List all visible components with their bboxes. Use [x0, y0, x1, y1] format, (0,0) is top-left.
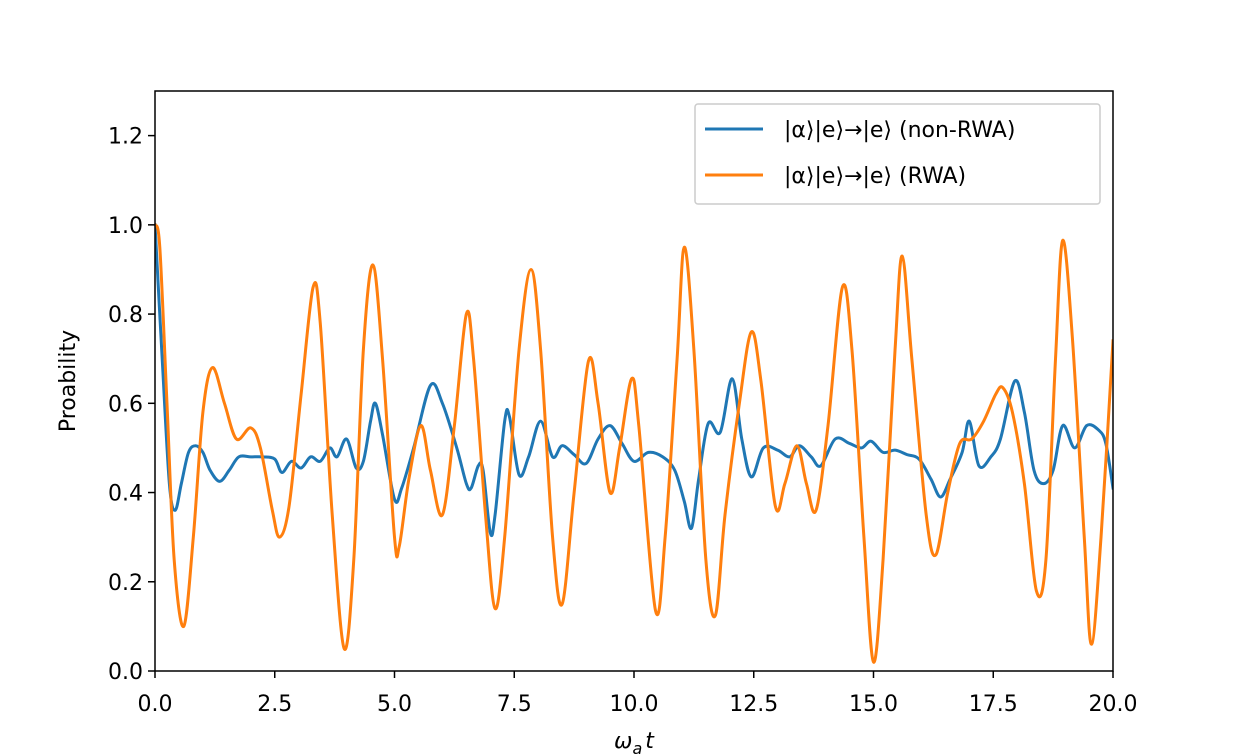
- x-tick-label: 17.5: [969, 692, 1018, 717]
- series-layer: [155, 223, 1113, 664]
- legend-box: [694, 103, 1101, 205]
- x-axis-label-sub: a: [632, 739, 642, 754]
- x-axis-label: ωa t: [614, 729, 655, 754]
- x-tick-label: 7.5: [497, 692, 532, 717]
- y-tick-label: 0.4: [108, 482, 143, 507]
- legend-label-rwa: |α⟩|e⟩→|e⟩ (RWA): [784, 164, 966, 189]
- x-tick-label: 12.5: [729, 692, 778, 717]
- y-tick-label: 0.6: [108, 392, 143, 417]
- legend: |α⟩|e⟩→|e⟩ (non-RWA) |α⟩|e⟩→|e⟩ (RWA): [694, 103, 1101, 205]
- x-tick-label: 0.0: [138, 692, 173, 717]
- x-tick-label: 5.0: [377, 692, 412, 717]
- y-axis: 0.0 0.2 0.4 0.6 0.8 1.0 1.2: [108, 125, 155, 685]
- x-tick-label: 15.0: [849, 692, 898, 717]
- x-tick-label: 20.0: [1089, 692, 1138, 717]
- y-tick-label: 1.2: [108, 125, 143, 150]
- legend-label-non-rwa: |α⟩|e⟩→|e⟩ (non-RWA): [784, 118, 1015, 143]
- y-tick-label: 0.0: [108, 660, 143, 685]
- x-axis-label-tail: t: [645, 729, 655, 754]
- x-tick-label: 2.5: [257, 692, 292, 717]
- x-tick-label: 10.0: [610, 692, 659, 717]
- y-tick-label: 0.2: [108, 571, 143, 596]
- x-axis-label-main: ω: [614, 729, 632, 754]
- series-line-rwa: [155, 223, 1113, 664]
- y-tick-label: 1.0: [108, 214, 143, 239]
- x-axis: 0.0 2.5 5.0 7.5 10.0 12.5 15.0 17.5 20.0: [138, 671, 1138, 717]
- y-tick-label: 0.8: [108, 303, 143, 328]
- y-axis-label: Proability: [56, 330, 81, 432]
